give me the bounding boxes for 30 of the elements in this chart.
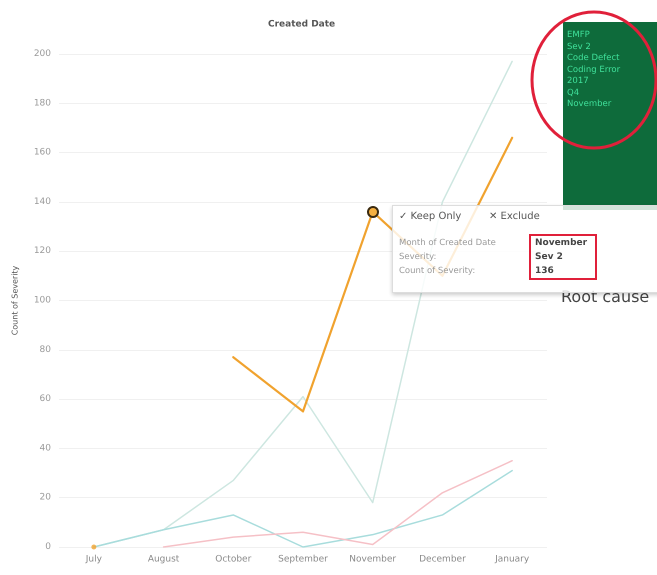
- y-tick-label: 40: [40, 443, 52, 454]
- annotation: Month of Created Date: [399, 238, 496, 248]
- y-axis-title: Count of Severity: [10, 265, 20, 336]
- annotation: Sev 2: [535, 252, 563, 262]
- x-tick-label: July: [84, 554, 103, 564]
- annotation: Severity:: [399, 252, 436, 262]
- annotation: 136: [535, 266, 554, 276]
- annotation: November: [535, 238, 588, 248]
- x-axis-title: Created Date: [268, 20, 336, 30]
- text: Root cause: [561, 287, 650, 306]
- x-tick-label: August: [148, 554, 180, 564]
- y-tick-label: 100: [34, 296, 52, 306]
- annotation: ✕ Exclude: [489, 211, 540, 222]
- x-tick-label: January: [494, 554, 530, 564]
- y-tick-label: 80: [40, 344, 52, 355]
- x-tick-label: December: [419, 554, 466, 564]
- y-tick-label: 120: [34, 246, 52, 256]
- y-tick-label: 60: [40, 394, 52, 404]
- y-tick-label: 160: [34, 148, 52, 158]
- x-tick-label: September: [278, 554, 328, 564]
- y-tick-label: 20: [40, 492, 52, 503]
- line-series: [162, 460, 513, 548]
- y-tick-label: 180: [34, 98, 52, 108]
- x-tick-label: November: [349, 554, 396, 564]
- annotation: Count of Severity:: [399, 266, 476, 276]
- y-tick-label: 200: [34, 49, 52, 59]
- y-tick-label: 0: [45, 542, 52, 552]
- x-tick-label: October: [215, 554, 252, 564]
- y-tick-label: 140: [34, 196, 52, 207]
- annotation: ✓ Keep Only: [399, 211, 462, 222]
